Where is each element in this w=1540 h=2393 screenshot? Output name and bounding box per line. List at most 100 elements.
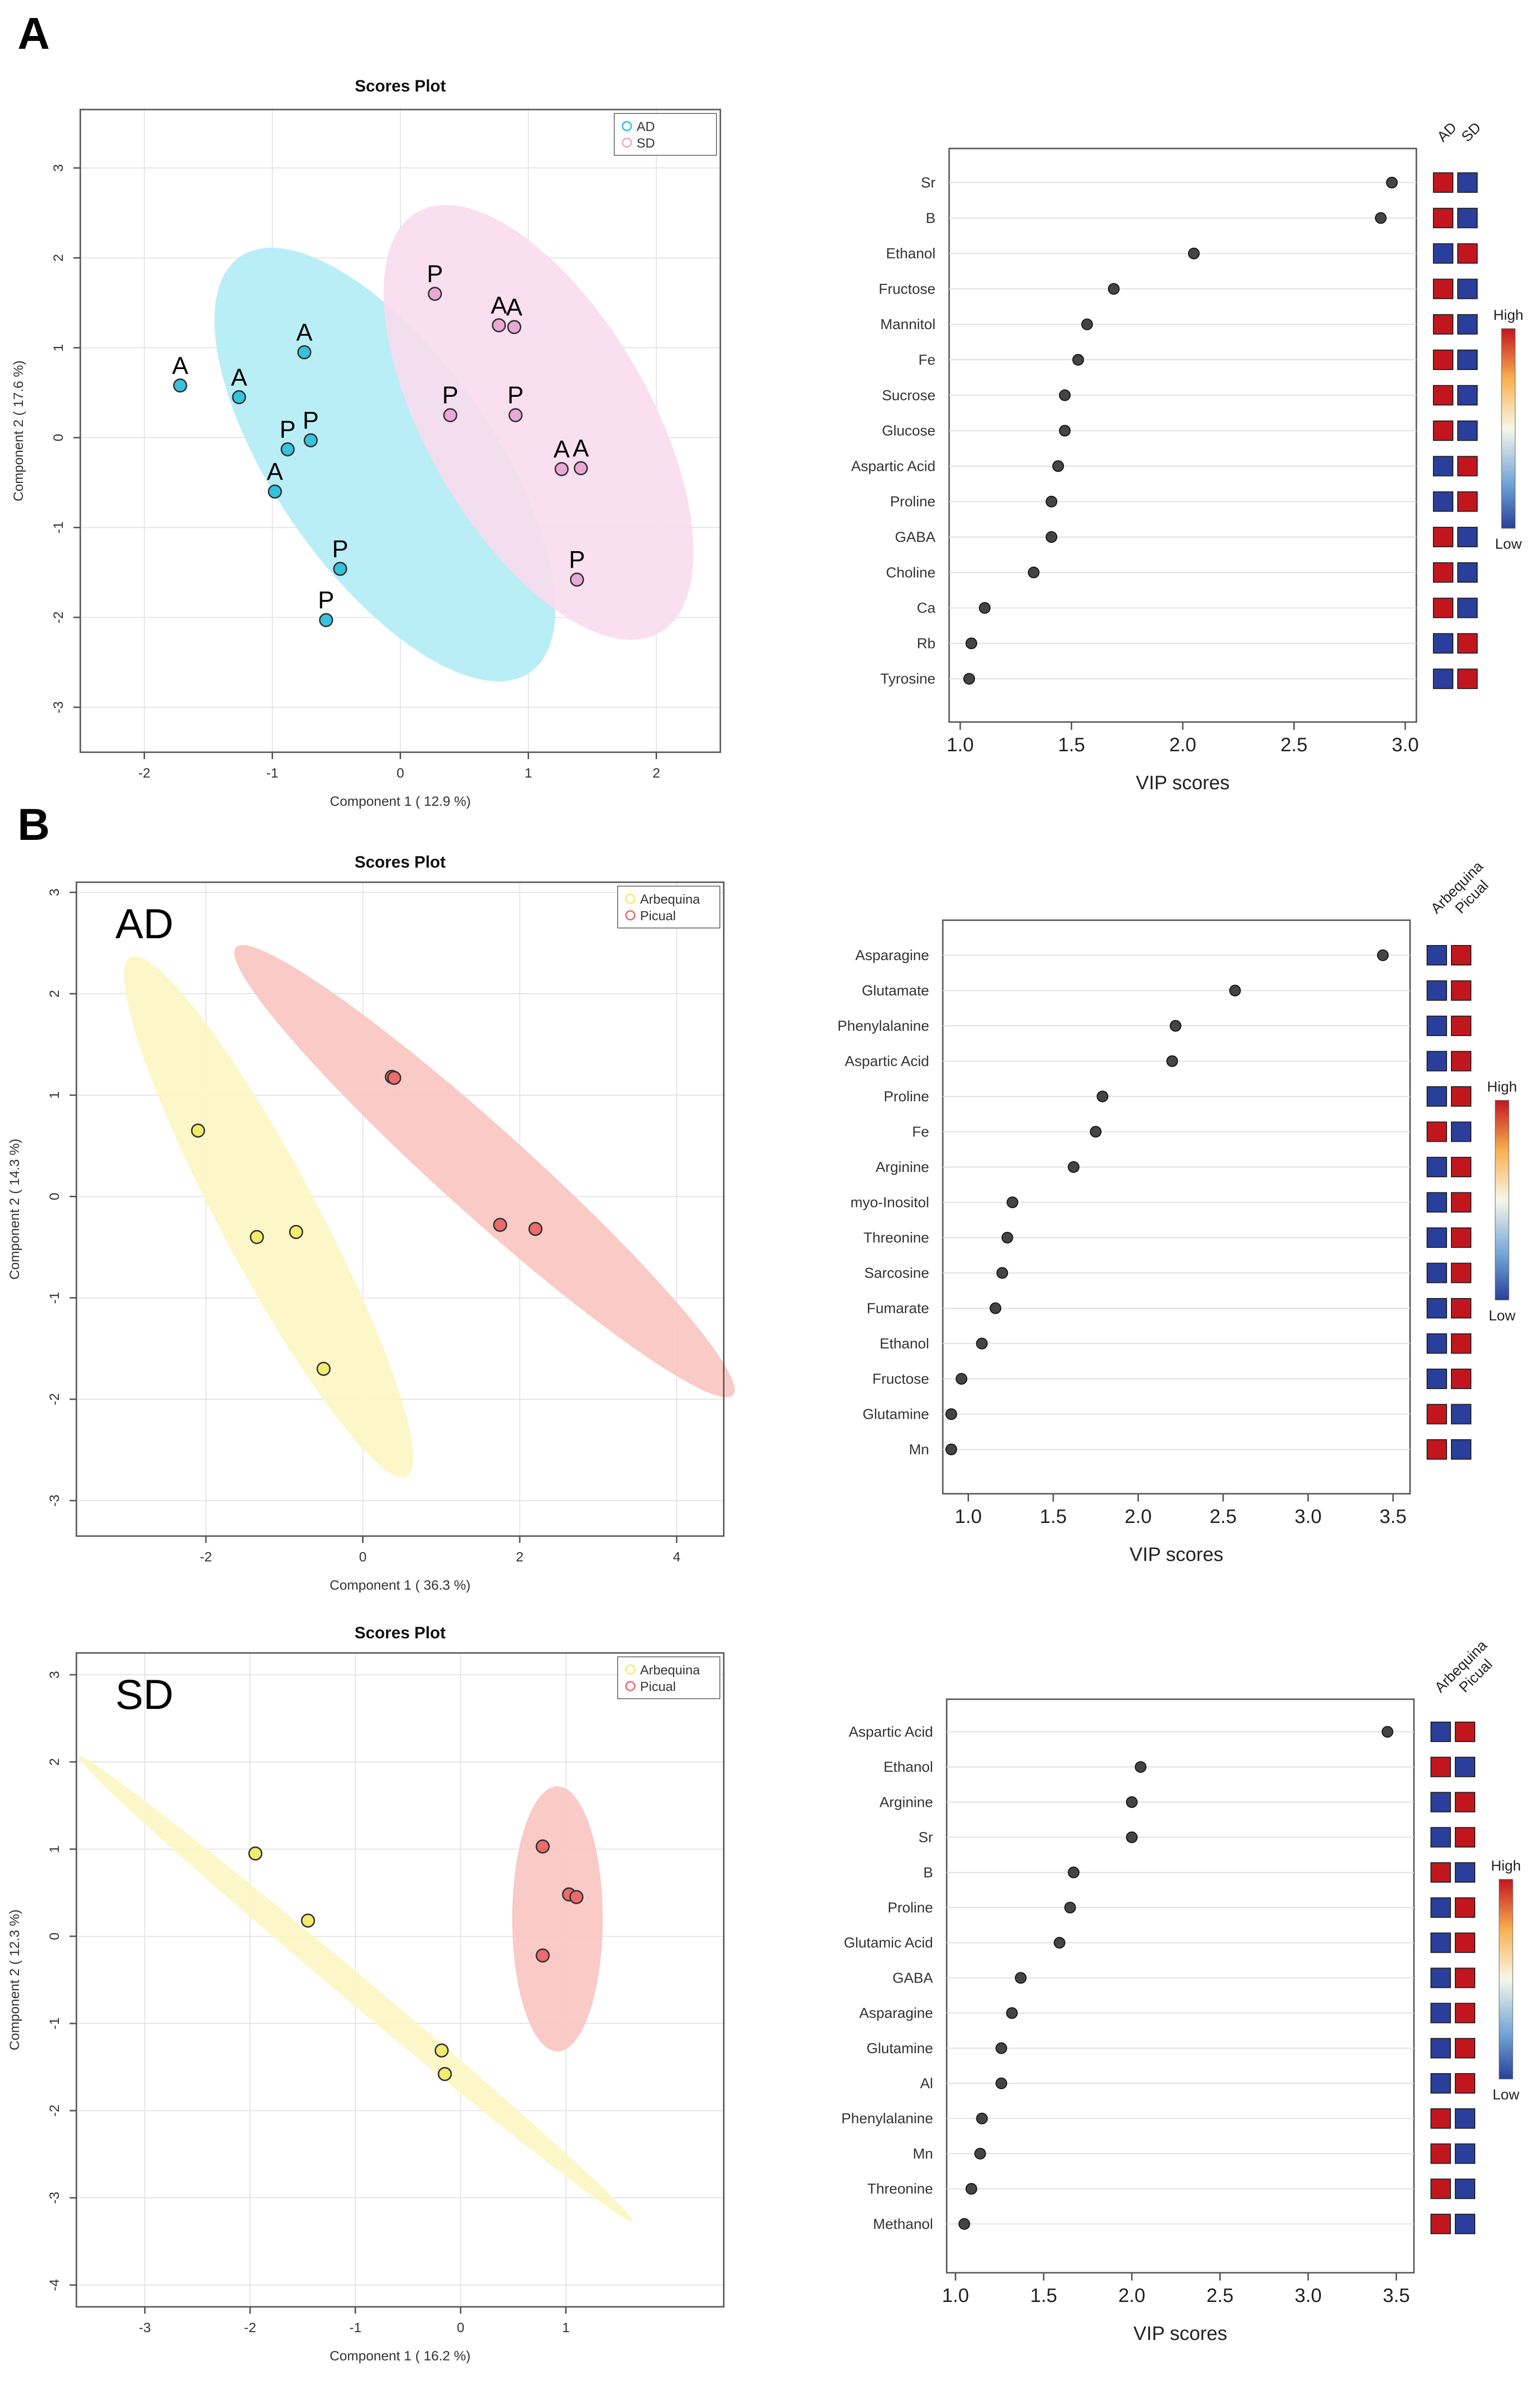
vip-heatmap-cell bbox=[1427, 1192, 1447, 1213]
vip-x-tick-label: 2.5 bbox=[1281, 734, 1308, 756]
vip-heatmap-cell bbox=[1455, 2003, 1475, 2023]
vip-heatmap-cell bbox=[1455, 1967, 1475, 1988]
vip-heatmap-cell bbox=[1457, 491, 1478, 512]
scores-plot-B-SD-scores: -3 -2 -1 0 1 -4 -3 -2 -1 0 1 2 3 Scores Plot Component… bbox=[7, 1624, 725, 2363]
vip-variable-label: Fructose bbox=[879, 281, 935, 297]
vip-point bbox=[1386, 177, 1398, 188]
vip-heatmap-cell bbox=[1427, 1439, 1447, 1460]
vip-heatmap-cell bbox=[1451, 1298, 1471, 1318]
vip-x-tick-label: 1.0 bbox=[942, 2285, 969, 2306]
y-tick-label: -3 bbox=[47, 2192, 62, 2204]
y-tick-label: -1 bbox=[47, 1292, 62, 1304]
vip-heatmap-cell bbox=[1451, 1051, 1471, 1072]
vip-heatmap-cell bbox=[1427, 1298, 1447, 1318]
confidence-ellipse-sd bbox=[384, 204, 694, 640]
y-tick-label: 3 bbox=[47, 889, 62, 896]
vip-group-label: SD bbox=[1459, 119, 1485, 145]
vip-point bbox=[1067, 1866, 1080, 1878]
vip-color-scale bbox=[1499, 1879, 1513, 2079]
legend-marker bbox=[622, 121, 632, 131]
inset-group-label: AD bbox=[115, 901, 173, 947]
vip-heatmap-cell bbox=[1457, 243, 1478, 264]
vip-variable-label: Threonine bbox=[867, 2181, 933, 2197]
vip-point bbox=[1015, 1972, 1027, 1984]
vip-variable-label: Sarcosine bbox=[864, 1265, 929, 1281]
y-tick-label: -3 bbox=[47, 1495, 62, 1507]
vip-variable-label: Tyrosine bbox=[880, 671, 935, 687]
vip-x-tick-label: 2.0 bbox=[1169, 734, 1196, 756]
vip-point bbox=[1126, 1831, 1138, 1843]
legend-entry: Picual bbox=[640, 909, 676, 923]
vip-x-tick-label: 1.0 bbox=[947, 734, 974, 756]
vip-heatmap-cell bbox=[1430, 1932, 1451, 1953]
vip-variable-label: Arginine bbox=[880, 1794, 933, 1810]
vip-heatmap-cell bbox=[1455, 1757, 1475, 1778]
data-point bbox=[492, 318, 506, 333]
y-tick-label: 1 bbox=[47, 1091, 62, 1099]
vip-x-tick-label: 3.0 bbox=[1295, 2285, 1322, 2306]
vip-point bbox=[976, 2113, 988, 2125]
vip-heatmap-cell bbox=[1433, 207, 1453, 228]
vip-heatmap-cell bbox=[1430, 1827, 1451, 1848]
vip-heatmap-cell bbox=[1427, 1016, 1447, 1036]
data-point bbox=[191, 1123, 205, 1138]
vip-heatmap-cell bbox=[1451, 1016, 1471, 1036]
vip-heatmap-cell bbox=[1427, 1121, 1447, 1142]
plot-frame bbox=[75, 1652, 725, 2308]
point-label: A bbox=[553, 435, 570, 463]
x-tick-label: -1 bbox=[349, 2320, 362, 2335]
vip-heatmap-cell bbox=[1457, 314, 1478, 335]
vip-x-tick-label: 2.5 bbox=[1210, 1506, 1237, 1527]
vip-point bbox=[1053, 1937, 1065, 1949]
vip-heatmap-cell bbox=[1457, 385, 1478, 406]
vip-point bbox=[1072, 354, 1084, 366]
data-point bbox=[173, 378, 187, 393]
data-point bbox=[507, 320, 522, 334]
vip-heatmap-cell bbox=[1457, 456, 1478, 477]
vip-heatmap-cell bbox=[1451, 1404, 1471, 1425]
vip-scale-low-label: Low bbox=[1495, 536, 1522, 552]
vip-point bbox=[1007, 1196, 1019, 1208]
data-point bbox=[573, 461, 588, 476]
vip-variable-label: Ca bbox=[917, 600, 936, 616]
vip-heatmap-cell bbox=[1430, 1862, 1451, 1883]
vip-point bbox=[995, 2042, 1008, 2054]
y-tick-label: -2 bbox=[47, 2105, 62, 2117]
point-label: A bbox=[267, 458, 283, 485]
vip-heatmap-cell bbox=[1433, 456, 1453, 477]
point-label: P bbox=[318, 587, 334, 614]
vip-variable-label: Ethanol bbox=[880, 1336, 929, 1352]
x-tick-label: -2 bbox=[200, 1549, 212, 1564]
vip-heatmap-cell bbox=[1430, 2073, 1451, 2094]
point-label: P bbox=[303, 407, 319, 434]
vip-variable-label: Mannitol bbox=[880, 316, 935, 333]
vip-point bbox=[1064, 1902, 1076, 1913]
legend-marker bbox=[622, 137, 632, 148]
vip-color-scale bbox=[1495, 1100, 1509, 1300]
vip-variable-label: Aspartic Acid bbox=[849, 1724, 933, 1740]
vip-point bbox=[1097, 1091, 1109, 1102]
vip-variable-label: Fe bbox=[918, 352, 935, 368]
vip-heatmap-cell bbox=[1427, 1157, 1447, 1177]
vip-point bbox=[945, 1408, 957, 1420]
vip-x-tick-label: 1.5 bbox=[1030, 2285, 1057, 2306]
vip-heatmap-cell bbox=[1427, 1404, 1447, 1425]
vip-variable-label: Asparagine bbox=[855, 947, 929, 964]
data-point bbox=[232, 390, 246, 405]
data-point bbox=[387, 1071, 402, 1085]
scores-plot-title: Scores Plot bbox=[354, 853, 445, 872]
confidence-ellipse-picual bbox=[512, 1786, 603, 2052]
inset-group-label: SD bbox=[115, 1671, 173, 1718]
vip-heatmap-cell bbox=[1451, 1369, 1471, 1389]
data-point bbox=[280, 442, 295, 457]
legend-entry: Picual bbox=[640, 1679, 676, 1694]
vip-variable-label: GABA bbox=[893, 1970, 933, 1986]
vip-variable-label: Glucose bbox=[882, 423, 935, 439]
x-tick-label: 2 bbox=[653, 765, 660, 780]
confidence-ellipse-picual bbox=[234, 945, 735, 1397]
vip-heatmap-cell bbox=[1433, 527, 1453, 547]
vip-heatmap-cell bbox=[1430, 1722, 1451, 1742]
vip-variable-label: Glutamine bbox=[862, 1407, 929, 1423]
legend-entry: AD bbox=[637, 119, 655, 134]
